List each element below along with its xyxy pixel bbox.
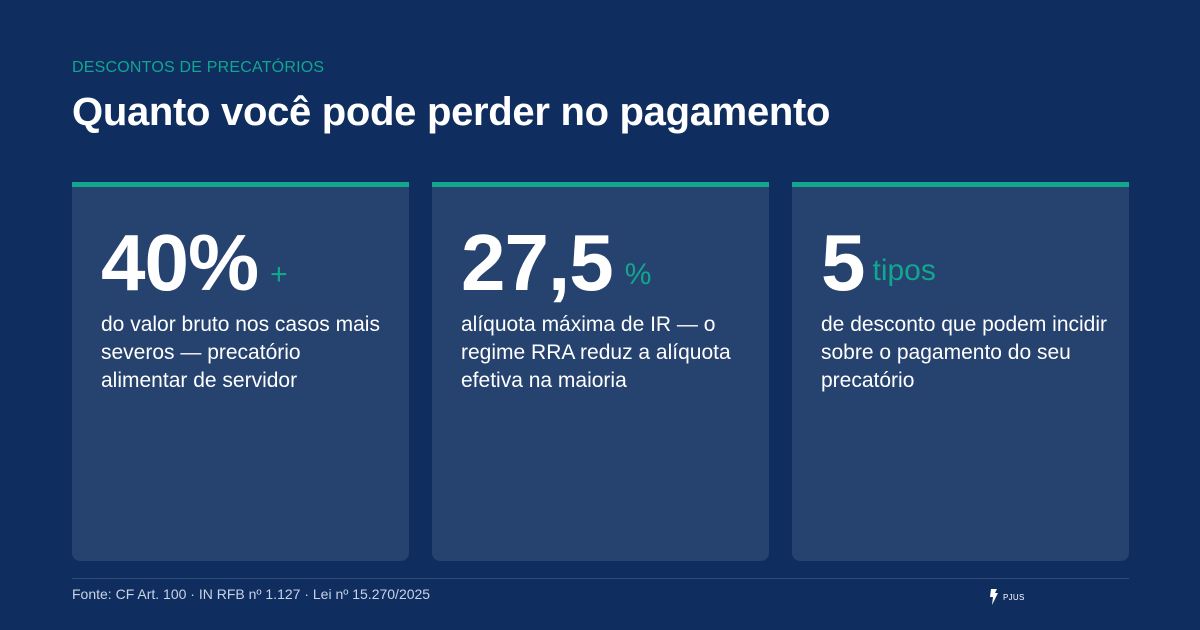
stat-figure: 40% +	[101, 223, 288, 303]
stat-suffix: +	[270, 258, 288, 291]
footer-divider	[72, 578, 1129, 579]
stat-suffix: %	[624, 258, 652, 291]
logo-text: PJUS	[1003, 592, 1025, 602]
eyebrow-label: DESCONTOS DE PRECATÓRIOS	[72, 59, 325, 76]
stat-card-max-discount: 40% + do valor bruto nos casos mais seve…	[72, 182, 409, 561]
stat-description: de desconto que podem incidir sobre o pa…	[821, 313, 1108, 392]
stat-figure: 5 tipos	[821, 223, 936, 303]
stat-card-discount-types: 5 tipos de desconto que podem incidir so…	[792, 182, 1129, 561]
stat-value: 5	[821, 218, 865, 307]
brand-logo: PJUS	[988, 588, 1025, 606]
stat-cards: 40% + do valor bruto nos casos mais seve…	[72, 182, 1129, 561]
stat-value: 40%	[101, 218, 259, 307]
stat-description: alíquota máxima de IR — o regime RRA red…	[461, 313, 731, 392]
page-title: Quanto você pode perder no pagamento	[72, 90, 831, 134]
stat-figure: 27,5 %	[461, 223, 651, 303]
stat-suffix: tipos	[872, 254, 936, 287]
source-citation: Fonte: CF Art. 100 · IN RFB nº 1.127 · L…	[72, 586, 431, 602]
stat-description: do valor bruto nos casos mais severos — …	[101, 313, 380, 392]
stat-card-ir-rate: 27,5 % alíquota máxima de IR — o regime …	[432, 182, 769, 561]
stat-value: 27,5	[461, 218, 614, 307]
pjus-logo-icon	[990, 589, 998, 605]
